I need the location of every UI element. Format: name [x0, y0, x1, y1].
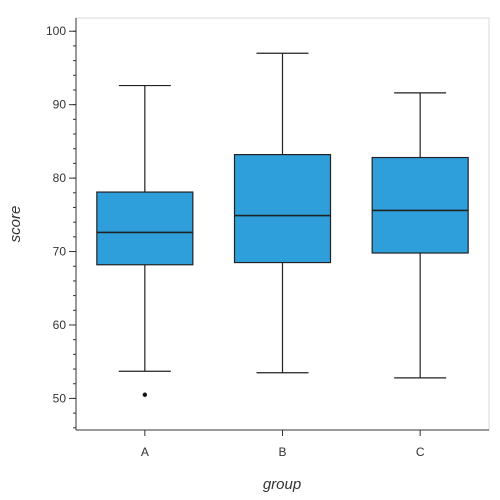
iqr-box	[233, 153, 332, 264]
box-group-b	[233, 52, 332, 374]
y-tick-label: 90	[53, 98, 67, 112]
y-tick-label: 60	[53, 318, 67, 332]
x-tick-label: B	[278, 445, 286, 459]
outlier-point	[142, 392, 148, 397]
y-tick-label: 70	[53, 245, 67, 259]
y-tick-label: 50	[53, 391, 67, 405]
y-tick-label: 80	[53, 171, 67, 185]
box-group-a	[96, 84, 194, 397]
box-group-c	[371, 92, 469, 379]
x-axis: A B C	[76, 429, 489, 459]
y-tick-label: 100	[46, 24, 66, 38]
y-axis: 50 60 70 80 90 100	[46, 18, 77, 430]
x-tick-label: A	[141, 445, 149, 459]
x-axis-title: group	[263, 476, 301, 493]
iqr-box	[371, 156, 469, 254]
y-axis-title: score	[7, 206, 24, 243]
iqr-box	[96, 191, 194, 266]
x-tick-label: C	[416, 445, 425, 459]
box-marks	[96, 52, 469, 397]
